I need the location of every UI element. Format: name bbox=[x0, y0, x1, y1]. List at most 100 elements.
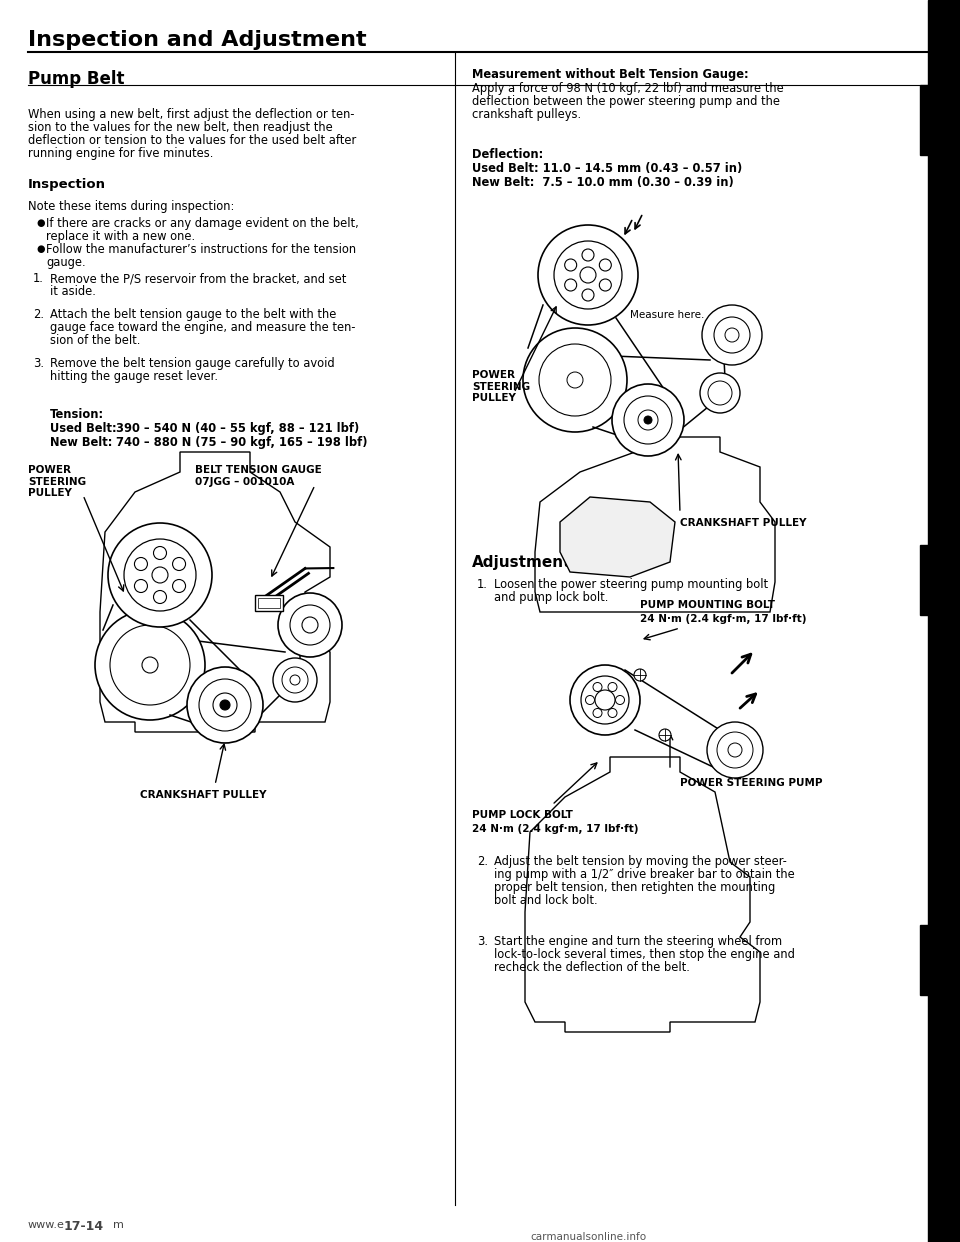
Circle shape bbox=[134, 558, 148, 570]
Text: Tension:: Tension: bbox=[50, 409, 104, 421]
Circle shape bbox=[659, 729, 671, 741]
Circle shape bbox=[154, 546, 166, 559]
Circle shape bbox=[582, 248, 594, 261]
Text: lock-to-lock several times, then stop the engine and: lock-to-lock several times, then stop th… bbox=[494, 948, 795, 961]
Text: If there are cracks or any damage evident on the belt,: If there are cracks or any damage eviden… bbox=[46, 217, 359, 230]
Circle shape bbox=[173, 580, 185, 592]
Text: Apply a force of 98 N (10 kgf, 22 lbf) and measure the: Apply a force of 98 N (10 kgf, 22 lbf) a… bbox=[472, 82, 783, 94]
Circle shape bbox=[187, 667, 263, 743]
Circle shape bbox=[220, 700, 230, 710]
Text: Remove the P/S reservoir from the bracket, and set: Remove the P/S reservoir from the bracke… bbox=[50, 272, 347, 284]
Text: ●: ● bbox=[36, 219, 44, 229]
Text: Follow the manufacturer’s instructions for the tension: Follow the manufacturer’s instructions f… bbox=[46, 243, 356, 256]
Circle shape bbox=[523, 328, 627, 432]
Text: 3.: 3. bbox=[477, 935, 488, 948]
Circle shape bbox=[608, 708, 617, 718]
Text: Adjust the belt tension by moving the power steer-: Adjust the belt tension by moving the po… bbox=[494, 854, 787, 868]
Text: Measurement without Belt Tension Gauge:: Measurement without Belt Tension Gauge: bbox=[472, 68, 749, 81]
Circle shape bbox=[95, 610, 205, 720]
Circle shape bbox=[599, 260, 612, 271]
Text: 2.: 2. bbox=[33, 308, 44, 320]
Text: Start the engine and turn the steering wheel from: Start the engine and turn the steering w… bbox=[494, 935, 782, 948]
Text: When using a new belt, first adjust the deflection or ten-: When using a new belt, first adjust the … bbox=[28, 108, 354, 120]
Text: 3.: 3. bbox=[33, 356, 44, 370]
Text: gauge face toward the engine, and measure the ten-: gauge face toward the engine, and measur… bbox=[50, 320, 355, 334]
Text: Measure here.: Measure here. bbox=[630, 310, 705, 320]
Text: POWER
STEERING
PULLEY: POWER STEERING PULLEY bbox=[28, 465, 86, 498]
Circle shape bbox=[273, 658, 317, 702]
Circle shape bbox=[570, 664, 640, 735]
Circle shape bbox=[702, 306, 762, 365]
Circle shape bbox=[593, 683, 602, 692]
Text: Deflection:: Deflection: bbox=[472, 148, 543, 161]
Text: hitting the gauge reset lever.: hitting the gauge reset lever. bbox=[50, 370, 218, 383]
Circle shape bbox=[108, 523, 212, 627]
Text: BELT TENSION GAUGE
07JGG – 001010A: BELT TENSION GAUGE 07JGG – 001010A bbox=[195, 465, 322, 487]
Text: Attach the belt tension gauge to the belt with the: Attach the belt tension gauge to the bel… bbox=[50, 308, 336, 320]
Text: Used Belt:: Used Belt: bbox=[50, 422, 116, 435]
Text: Inspection and Adjustment: Inspection and Adjustment bbox=[28, 30, 367, 50]
Circle shape bbox=[700, 373, 740, 414]
Text: sion to the values for the new belt, then readjust the: sion to the values for the new belt, the… bbox=[28, 120, 333, 134]
Text: crankshaft pulleys.: crankshaft pulleys. bbox=[472, 108, 581, 120]
Circle shape bbox=[564, 279, 577, 291]
Circle shape bbox=[134, 580, 148, 592]
Circle shape bbox=[173, 558, 185, 570]
Text: New Belt:  7.5 – 10.0 mm (0.30 – 0.39 in): New Belt: 7.5 – 10.0 mm (0.30 – 0.39 in) bbox=[472, 176, 733, 189]
Bar bbox=[920, 925, 960, 995]
Circle shape bbox=[707, 722, 763, 777]
Text: it aside.: it aside. bbox=[50, 284, 96, 298]
Text: proper belt tension, then retighten the mounting: proper belt tension, then retighten the … bbox=[494, 881, 776, 894]
Circle shape bbox=[644, 416, 652, 424]
Text: 24 N·m (2.4 kgf·m, 17 lbf·ft): 24 N·m (2.4 kgf·m, 17 lbf·ft) bbox=[472, 823, 638, 833]
Circle shape bbox=[608, 683, 617, 692]
Text: ing pump with a 1/2″ drive breaker bar to obtain the: ing pump with a 1/2″ drive breaker bar t… bbox=[494, 868, 795, 881]
Circle shape bbox=[593, 708, 602, 718]
Text: Pump Belt: Pump Belt bbox=[28, 70, 125, 88]
Text: Remove the belt tension gauge carefully to avoid: Remove the belt tension gauge carefully … bbox=[50, 356, 335, 370]
Text: Loosen the power steering pump mounting bolt: Loosen the power steering pump mounting … bbox=[494, 578, 768, 591]
Text: New Belt:: New Belt: bbox=[50, 436, 112, 450]
Text: PUMP MOUNTING BOLT: PUMP MOUNTING BOLT bbox=[640, 600, 775, 610]
Text: and pump lock bolt.: and pump lock bolt. bbox=[494, 591, 609, 604]
Text: m: m bbox=[113, 1220, 124, 1230]
Circle shape bbox=[154, 590, 166, 604]
Text: PUMP LOCK BOLT: PUMP LOCK BOLT bbox=[472, 810, 573, 820]
Text: running engine for five minutes.: running engine for five minutes. bbox=[28, 147, 213, 160]
Text: Note these items during inspection:: Note these items during inspection: bbox=[28, 200, 234, 212]
Text: sion of the belt.: sion of the belt. bbox=[50, 334, 140, 347]
Circle shape bbox=[615, 696, 625, 704]
Text: CRANKSHAFT PULLEY: CRANKSHAFT PULLEY bbox=[680, 518, 806, 528]
Circle shape bbox=[612, 384, 684, 456]
Text: carmanualsonline.info: carmanualsonline.info bbox=[530, 1232, 646, 1242]
Bar bbox=[920, 84, 960, 155]
Text: deflection or tension to the values for the used belt after: deflection or tension to the values for … bbox=[28, 134, 356, 147]
Circle shape bbox=[582, 289, 594, 301]
Text: bolt and lock bolt.: bolt and lock bolt. bbox=[494, 894, 598, 907]
Text: 1.: 1. bbox=[33, 272, 44, 284]
Bar bbox=[928, 0, 960, 1242]
Circle shape bbox=[634, 669, 646, 681]
Circle shape bbox=[538, 225, 638, 325]
Circle shape bbox=[586, 696, 594, 704]
Text: 390 – 540 N (40 – 55 kgf, 88 – 121 lbf): 390 – 540 N (40 – 55 kgf, 88 – 121 lbf) bbox=[116, 422, 359, 435]
Text: recheck the deflection of the belt.: recheck the deflection of the belt. bbox=[494, 961, 690, 974]
Text: 740 – 880 N (75 – 90 kgf, 165 – 198 lbf): 740 – 880 N (75 – 90 kgf, 165 – 198 lbf) bbox=[116, 436, 368, 450]
Text: 17-14: 17-14 bbox=[64, 1220, 104, 1233]
Text: gauge.: gauge. bbox=[46, 256, 85, 270]
Circle shape bbox=[278, 592, 342, 657]
Text: deflection between the power steering pump and the: deflection between the power steering pu… bbox=[472, 94, 780, 108]
Text: 24 N·m (2.4 kgf·m, 17 lbf·ft): 24 N·m (2.4 kgf·m, 17 lbf·ft) bbox=[640, 614, 806, 623]
Text: www.e: www.e bbox=[28, 1220, 65, 1230]
Circle shape bbox=[564, 260, 577, 271]
Text: POWER
STEERING
PULLEY: POWER STEERING PULLEY bbox=[472, 370, 530, 404]
Bar bbox=[258, 597, 280, 609]
Text: 1.: 1. bbox=[477, 578, 488, 591]
Text: ●: ● bbox=[36, 243, 44, 255]
Text: CRANKSHAFT PULLEY: CRANKSHAFT PULLEY bbox=[140, 790, 267, 800]
Circle shape bbox=[599, 279, 612, 291]
Text: Inspection: Inspection bbox=[28, 178, 106, 191]
Bar bbox=[920, 545, 960, 615]
Text: replace it with a new one.: replace it with a new one. bbox=[46, 230, 195, 243]
Bar bbox=[255, 595, 283, 611]
